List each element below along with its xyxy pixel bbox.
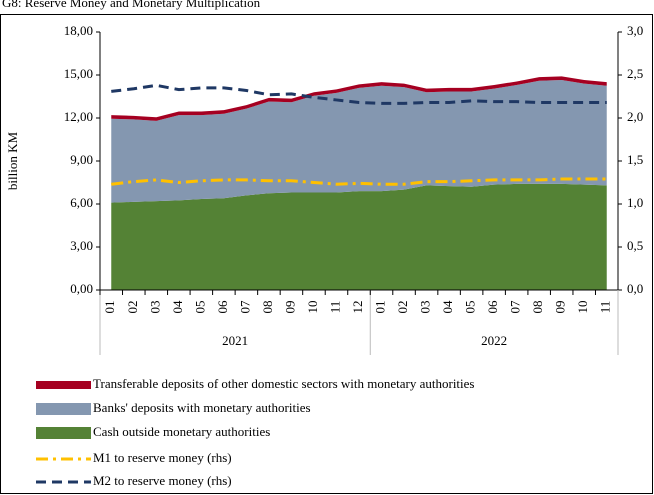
x-tick-label: 04 [170, 300, 185, 314]
x-tick-label: 01 [373, 301, 388, 314]
area [111, 76, 607, 121]
legend-swatch [36, 403, 91, 415]
legend-label: Transferable deposits of other domestic … [93, 376, 475, 391]
legend-label: M1 to reserve money (rhs) [93, 450, 232, 465]
x-tick-label: 06 [215, 300, 230, 314]
legend-label: Cash outside monetary authorities [93, 424, 270, 439]
area [111, 183, 607, 290]
y2-tick-label: 3,0 [627, 23, 643, 38]
x-tick-label: 07 [237, 300, 252, 314]
legend-swatch [36, 427, 91, 439]
x-tick-label: 07 [508, 300, 523, 314]
line [111, 83, 607, 105]
y2-tick-label: 2,5 [627, 66, 643, 81]
x-tick-label: 05 [463, 301, 478, 314]
y-tick-label: 3,00 [70, 238, 93, 253]
x-tick-label: 10 [305, 301, 320, 314]
y2-tick-label: 2,0 [627, 109, 643, 124]
y-tick-label: 18,00 [64, 23, 93, 38]
x-tick-label: 11 [327, 301, 342, 314]
x-tick-label: 03 [147, 301, 162, 314]
chart-title: G8: Reserve Money and Monetary Multiplic… [2, 0, 261, 10]
x-group-label: 2022 [481, 333, 507, 348]
x-tick-label: 08 [260, 301, 275, 314]
x-tick-label: 04 [440, 300, 455, 314]
x-tick-label: 06 [485, 300, 500, 314]
y-tick-label: 0,00 [70, 281, 93, 296]
legend-label: Banks' deposits with monetary authoritie… [93, 400, 311, 415]
x-tick-label: 09 [282, 301, 297, 314]
x-tick-label: 02 [125, 301, 140, 314]
legend-label: M2 to reserve money (rhs) [93, 473, 232, 488]
y-tick-label: 15,00 [64, 66, 93, 81]
legend-swatch [36, 381, 91, 389]
x-tick-label: 10 [575, 301, 590, 314]
y2-tick-label: 1,0 [627, 195, 643, 210]
x-tick-label: 08 [530, 301, 545, 314]
chart-frame [0, 14, 653, 494]
x-tick-label: 01 [102, 301, 117, 314]
y-tick-label: 12,00 [64, 109, 93, 124]
y2-tick-label: 0,0 [627, 281, 643, 296]
x-group-label: 2021 [222, 333, 248, 348]
x-tick-label: 09 [553, 301, 568, 314]
x-tick-label: 05 [192, 301, 207, 314]
y2-tick-label: 0,5 [627, 238, 643, 253]
x-tick-label: 11 [598, 301, 613, 314]
area [111, 80, 607, 203]
y2-tick-label: 1,5 [627, 152, 643, 167]
line [111, 177, 607, 186]
y-tick-label: 9,00 [70, 152, 93, 167]
x-tick-label: 02 [395, 301, 410, 314]
y-tick-label: 6,00 [70, 195, 93, 210]
y-axis-label: billion KM [5, 131, 20, 190]
x-tick-label: 12 [350, 301, 365, 314]
x-tick-label: 03 [418, 301, 433, 314]
